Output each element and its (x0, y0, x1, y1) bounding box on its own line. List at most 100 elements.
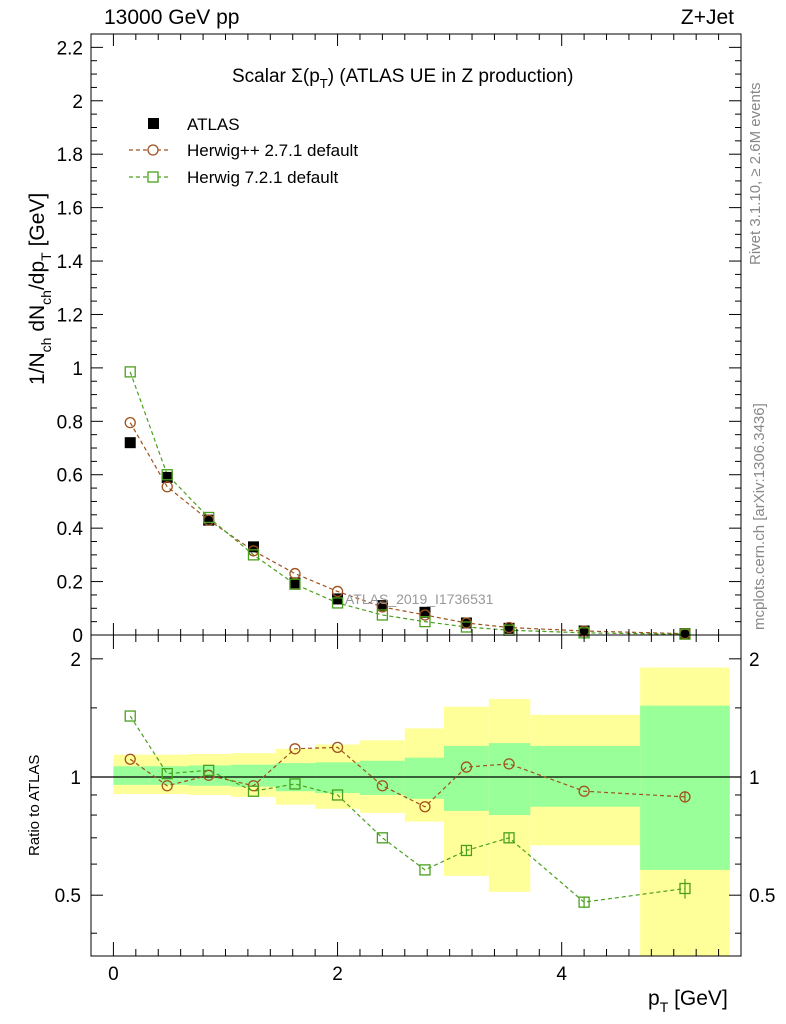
uncertainty-band-inner (488, 743, 531, 816)
plot-title: Scalar Σ(pT) (ATLAS UE in Z production) (232, 66, 573, 91)
uncertainty-band-inner (404, 757, 445, 799)
data-point-herwig7 (331, 597, 344, 609)
legend-label-atlas: ATLAS (187, 115, 240, 134)
ratio-point-herwigpp (503, 758, 515, 770)
data-point-herwig7 (247, 549, 260, 561)
x-axis-label: pT [GeV] (648, 987, 728, 1015)
ratio-point-herwig7 (124, 710, 136, 722)
y-tick-label: 1.2 (57, 305, 83, 326)
y-tick-label: 2.2 (57, 38, 83, 59)
y-tick-label: 1 (72, 359, 83, 380)
y-tick-label: 0.2 (57, 573, 83, 594)
ratio-point-herwigpp (679, 791, 691, 803)
data-point-atlas (419, 606, 431, 618)
y-tick-label: 1.4 (57, 252, 84, 273)
ratio-y-tick-label-right: 0.5 (749, 886, 775, 907)
legend-marker-herwig7 (147, 171, 159, 183)
ratio-point-herwigpp (124, 753, 136, 765)
main-y-axis-label: 1/Nch dNch/dpT [GeV] (26, 193, 54, 385)
data-point-herwig7 (161, 469, 173, 481)
collision-label: 13000 GeV pp (104, 6, 239, 29)
uncertainty-band-inner (530, 745, 641, 807)
data-point-herwigpp (419, 609, 431, 621)
data-point-atlas (332, 593, 344, 605)
ratio-y-tick-label-left: 2 (70, 650, 81, 671)
legend-entry-herwig7: Herwig 7.2.1 default (129, 168, 338, 187)
data-point-atlas (376, 600, 388, 612)
y-tick-label: 0.8 (57, 412, 83, 433)
y-tick-label: 1.8 (57, 145, 83, 166)
ratio-point-herwigpp (376, 780, 389, 792)
data-point-herwig7 (124, 366, 136, 378)
ratio-point-herwigpp (419, 801, 431, 813)
ratio-point-herwig7 (247, 785, 260, 797)
ratio-axes: 0.5 0.5 1 1 2 2 0 2 4 (55, 635, 775, 985)
ratio-point-herwig7 (289, 778, 301, 790)
ratio-point-herwig7 (419, 864, 431, 876)
data-point-herwig7 (203, 511, 215, 524)
data-point-herwigpp (331, 585, 344, 598)
legend-label-herwig7: Herwig 7.2.1 default (187, 168, 338, 187)
main-panel: 0 0.2 0.4 0.6 0.8 1 1.2 1.4 1.6 1.8 2 2.2 Scalar Σ(… (26, 33, 742, 647)
x-tick-label: 2 (332, 964, 343, 985)
ratio-y-tick-label-right: 1 (749, 768, 760, 789)
y-tick-label: 2 (72, 92, 83, 113)
ratio-point-herwigpp (460, 761, 473, 773)
data-point-herwig7 (460, 621, 473, 633)
data-point-atlas (161, 471, 173, 483)
y-tick-label: 0.6 (57, 466, 83, 487)
uncertainty-band-inner (231, 764, 276, 787)
data-point-atlas (289, 577, 301, 589)
main-axes: 0 0.2 0.4 0.6 0.8 1 1.2 1.4 1.6 1.8 2 2.2 (57, 34, 741, 647)
data-point-herwig7 (376, 609, 389, 621)
data-point-atlas (460, 617, 472, 629)
legend-marker-atlas (148, 118, 159, 129)
uncertainty-band-inner (640, 705, 730, 870)
legend: ATLAS Herwig++ 2.7.1 default Herwig 7.2.… (129, 115, 358, 187)
uncertainty-band-inner (444, 745, 489, 811)
data-point-atlas (503, 622, 515, 634)
ratio-y-axis-label: Ratio to ATLAS (26, 755, 43, 856)
legend-entry-herwigpp: Herwig++ 2.7.1 default (129, 141, 358, 160)
ratio-point-herwigpp (578, 785, 590, 797)
main-plot-area (124, 366, 691, 640)
data-point-atlas (248, 541, 259, 553)
data-point-herwig7 (679, 628, 691, 640)
ratio-point-herwig7 (460, 844, 473, 857)
series-line-herwig7 (129, 371, 685, 635)
data-point-herwigpp (161, 481, 173, 493)
ratio-point-herwig7 (376, 832, 389, 844)
ratio-point-herwig7 (503, 832, 515, 844)
process-label: Z+Jet (681, 6, 734, 29)
data-point-atlas (203, 514, 215, 526)
mcplots-note: mcplots.cern.ch [arXiv:1306.3436] (751, 403, 768, 630)
ratio-frame (90, 634, 742, 957)
ratio-point-herwigpp (331, 741, 344, 753)
x-tick-label: 0 (108, 964, 119, 985)
uncertainty-band-inner (315, 762, 360, 794)
data-point-atlas (679, 628, 691, 640)
y-tick-label: 1.6 (57, 199, 83, 220)
legend-label-herwigpp: Herwig++ 2.7.1 default (187, 141, 358, 160)
ratio-line-herwigpp (129, 746, 685, 808)
ratio-point-herwig7 (331, 789, 344, 801)
data-point-herwig7 (419, 615, 431, 628)
ratio-panel: 0.5 0.5 1 1 2 2 0 2 4 Ratio to ATLAS pT [GeV] (26, 634, 775, 1015)
ratio-point-herwig7 (679, 882, 691, 895)
data-point-herwigpp (376, 601, 389, 613)
ratio-plot-area (91, 667, 741, 956)
data-point-herwigpp (289, 567, 301, 580)
ratio-y-tick-label-left: 1 (70, 768, 81, 789)
ratio-y-tick-label-left: 0.5 (55, 886, 81, 907)
legend-entry-atlas: ATLAS (148, 115, 240, 134)
uncertainty-band-inner (359, 760, 405, 795)
y-tick-label: 0 (72, 626, 83, 647)
ratio-point-herwigpp (161, 780, 173, 792)
legend-marker-herwigpp (147, 144, 159, 156)
series-line-herwigpp (129, 422, 685, 635)
ratio-point-herwig7 (578, 896, 590, 908)
ratio-point-herwigpp (289, 743, 301, 755)
x-tick-label: 4 (556, 964, 567, 985)
ratio-point-herwig7 (203, 764, 215, 776)
